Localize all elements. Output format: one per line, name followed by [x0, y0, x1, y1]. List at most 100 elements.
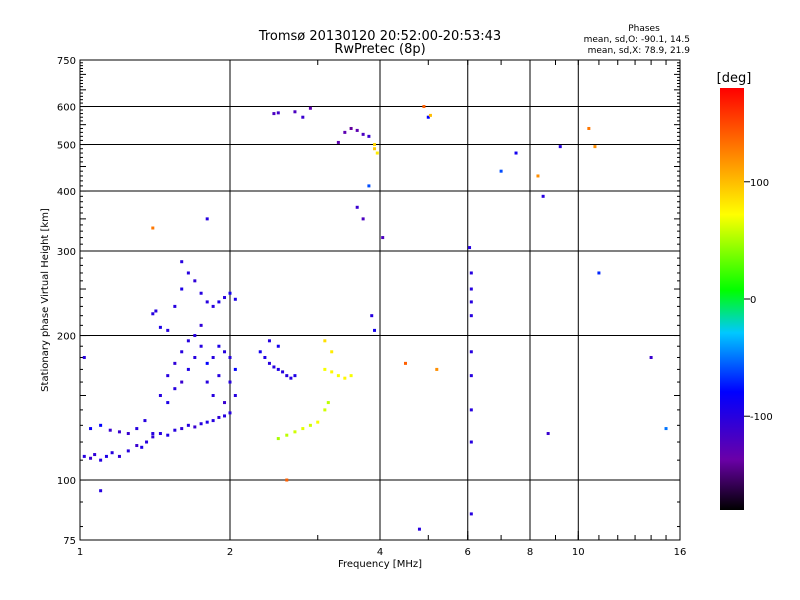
data-point	[281, 370, 285, 374]
data-point	[326, 401, 330, 405]
data-point	[499, 169, 503, 173]
data-point	[375, 151, 379, 155]
data-point	[308, 106, 312, 110]
data-point	[558, 145, 562, 149]
data-point	[93, 453, 97, 457]
data-point	[82, 454, 86, 458]
data-point	[546, 432, 550, 436]
data-point	[272, 112, 276, 116]
data-point	[541, 194, 545, 198]
data-point	[267, 339, 271, 343]
data-point	[355, 205, 359, 209]
data-point	[126, 449, 130, 453]
data-point	[276, 367, 280, 371]
data-point	[316, 420, 320, 424]
y-tick-label: 300	[57, 247, 76, 258]
data-point	[158, 432, 162, 436]
data-point	[82, 355, 86, 359]
data-point	[166, 374, 170, 378]
data-point	[469, 314, 473, 318]
data-point	[381, 236, 385, 240]
data-point	[193, 279, 197, 283]
colorbar-tick-label: 0	[750, 295, 756, 306]
data-point	[205, 380, 209, 384]
data-point	[217, 374, 221, 378]
data-point	[173, 361, 177, 365]
data-point	[343, 130, 347, 134]
data-point	[151, 432, 155, 436]
data-point	[403, 361, 407, 365]
data-point	[135, 427, 139, 431]
data-point	[217, 300, 221, 304]
data-point	[267, 361, 271, 365]
data-point	[469, 374, 473, 378]
data-point	[330, 350, 334, 354]
data-point	[143, 419, 147, 423]
colorbar-label: [deg]	[717, 71, 752, 86]
data-point	[349, 126, 353, 130]
data-point	[469, 408, 473, 412]
data-point	[211, 304, 215, 308]
data-point	[276, 111, 280, 115]
data-point	[205, 217, 209, 221]
data-point	[99, 458, 103, 462]
data-point	[173, 304, 177, 308]
data-point	[373, 147, 377, 151]
data-point	[468, 246, 472, 250]
data-point	[597, 271, 601, 275]
grid-lines	[80, 60, 680, 540]
data-point	[199, 344, 203, 348]
data-point	[272, 365, 276, 369]
data-point	[228, 291, 232, 295]
x-tick-label: 4	[377, 547, 383, 558]
x-tick-label: 6	[465, 547, 471, 558]
data-point	[166, 433, 170, 437]
data-point	[193, 355, 197, 359]
data-point	[158, 394, 162, 398]
data-point	[469, 512, 473, 516]
data-point	[285, 433, 289, 437]
data-point	[293, 374, 297, 378]
data-point	[211, 394, 215, 398]
y-tick-label: 600	[57, 103, 76, 114]
y-tick-label: 75	[63, 536, 76, 547]
colorbar	[720, 88, 744, 510]
data-point	[323, 408, 327, 412]
data-point	[323, 367, 327, 371]
data-point	[469, 350, 473, 354]
data-point	[276, 437, 280, 441]
data-point	[166, 328, 170, 332]
data-point	[99, 423, 103, 427]
y-axis-ticks: 75 100 200 300 400 500 600 750	[57, 56, 680, 547]
data-point	[367, 134, 371, 138]
data-point	[180, 380, 184, 384]
data-point	[117, 454, 121, 458]
data-point	[151, 312, 155, 316]
data-point	[361, 217, 365, 221]
data-point	[193, 425, 197, 429]
data-point	[301, 115, 305, 119]
data-point	[587, 126, 591, 130]
data-point	[469, 440, 473, 444]
data-point	[367, 184, 371, 188]
data-point	[151, 435, 155, 439]
data-point	[649, 355, 653, 359]
data-point	[355, 128, 359, 132]
data-point	[536, 174, 540, 178]
data-point	[233, 394, 237, 398]
data-point	[373, 328, 377, 332]
data-point	[370, 314, 374, 318]
data-point	[223, 401, 227, 405]
data-point	[180, 260, 184, 264]
data-point	[285, 478, 289, 482]
data-point	[285, 374, 289, 378]
data-point	[173, 428, 177, 432]
data-point	[336, 140, 340, 144]
data-points	[82, 105, 668, 531]
data-point	[228, 380, 232, 384]
data-point	[301, 427, 305, 431]
data-point	[108, 428, 112, 432]
data-point	[199, 291, 203, 295]
data-point	[349, 374, 353, 378]
data-point	[422, 105, 426, 109]
